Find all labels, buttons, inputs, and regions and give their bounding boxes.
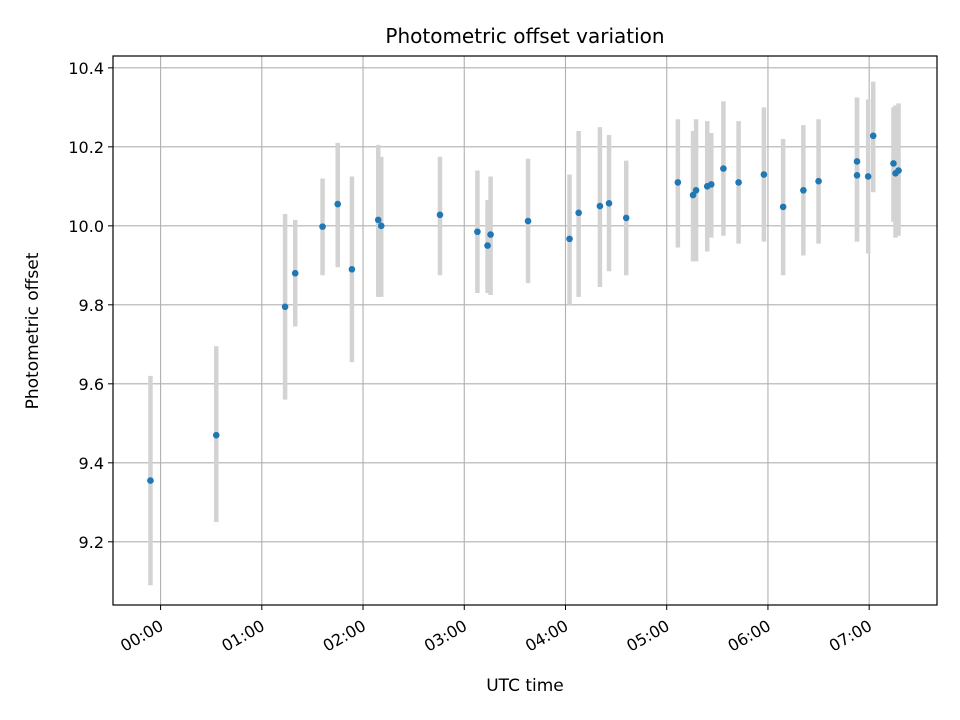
data-point — [735, 179, 742, 186]
data-point — [474, 228, 481, 236]
y-tick-label: 9.8 — [79, 296, 104, 315]
data-point — [291, 269, 299, 277]
grid — [113, 56, 937, 605]
data-point — [605, 200, 613, 207]
chart-title: Photometric offset variation — [385, 24, 664, 48]
data-point — [212, 431, 220, 439]
data-point — [864, 173, 872, 180]
y-tick-label: 10.2 — [68, 138, 104, 157]
y-tick-label: 9.6 — [79, 375, 104, 394]
data-point — [720, 165, 727, 172]
data-point — [348, 265, 356, 273]
data-point — [334, 200, 342, 208]
data-point — [869, 132, 877, 140]
y-axis-label: Photometric offset — [23, 252, 43, 409]
y-tick-label: 9.4 — [79, 454, 104, 473]
data-point — [524, 217, 532, 225]
y-tick-label: 10.4 — [68, 59, 104, 78]
data-point — [853, 158, 861, 165]
y-tick-label: 9.2 — [79, 533, 104, 552]
data-point — [692, 186, 700, 194]
data-point — [689, 191, 697, 199]
data-point — [779, 203, 787, 211]
data-point — [800, 186, 807, 194]
x-axis-label: UTC time — [486, 676, 564, 696]
y-tick-label: 10.0 — [68, 217, 104, 236]
data-point — [596, 202, 604, 210]
plot-frame — [112, 55, 938, 606]
data-point — [853, 171, 861, 179]
data-point — [374, 216, 382, 224]
data-point — [575, 209, 582, 217]
data-point — [622, 214, 630, 222]
data-point — [895, 167, 902, 174]
data-point — [487, 231, 494, 238]
data-point — [815, 177, 822, 185]
data-point — [147, 477, 154, 484]
data-points — [147, 132, 902, 484]
data-point — [484, 242, 491, 249]
data-point — [436, 211, 444, 219]
data-point — [890, 160, 897, 167]
data-point — [319, 223, 326, 230]
data-point — [707, 181, 715, 188]
data-point — [674, 179, 682, 186]
y-axis-ticks: 9.2 9.4 9.6 9.8 10.0 10.2 10.4 — [68, 59, 113, 552]
data-point — [377, 222, 385, 230]
data-point — [760, 171, 768, 178]
data-point — [566, 235, 573, 243]
data-point — [281, 303, 289, 311]
